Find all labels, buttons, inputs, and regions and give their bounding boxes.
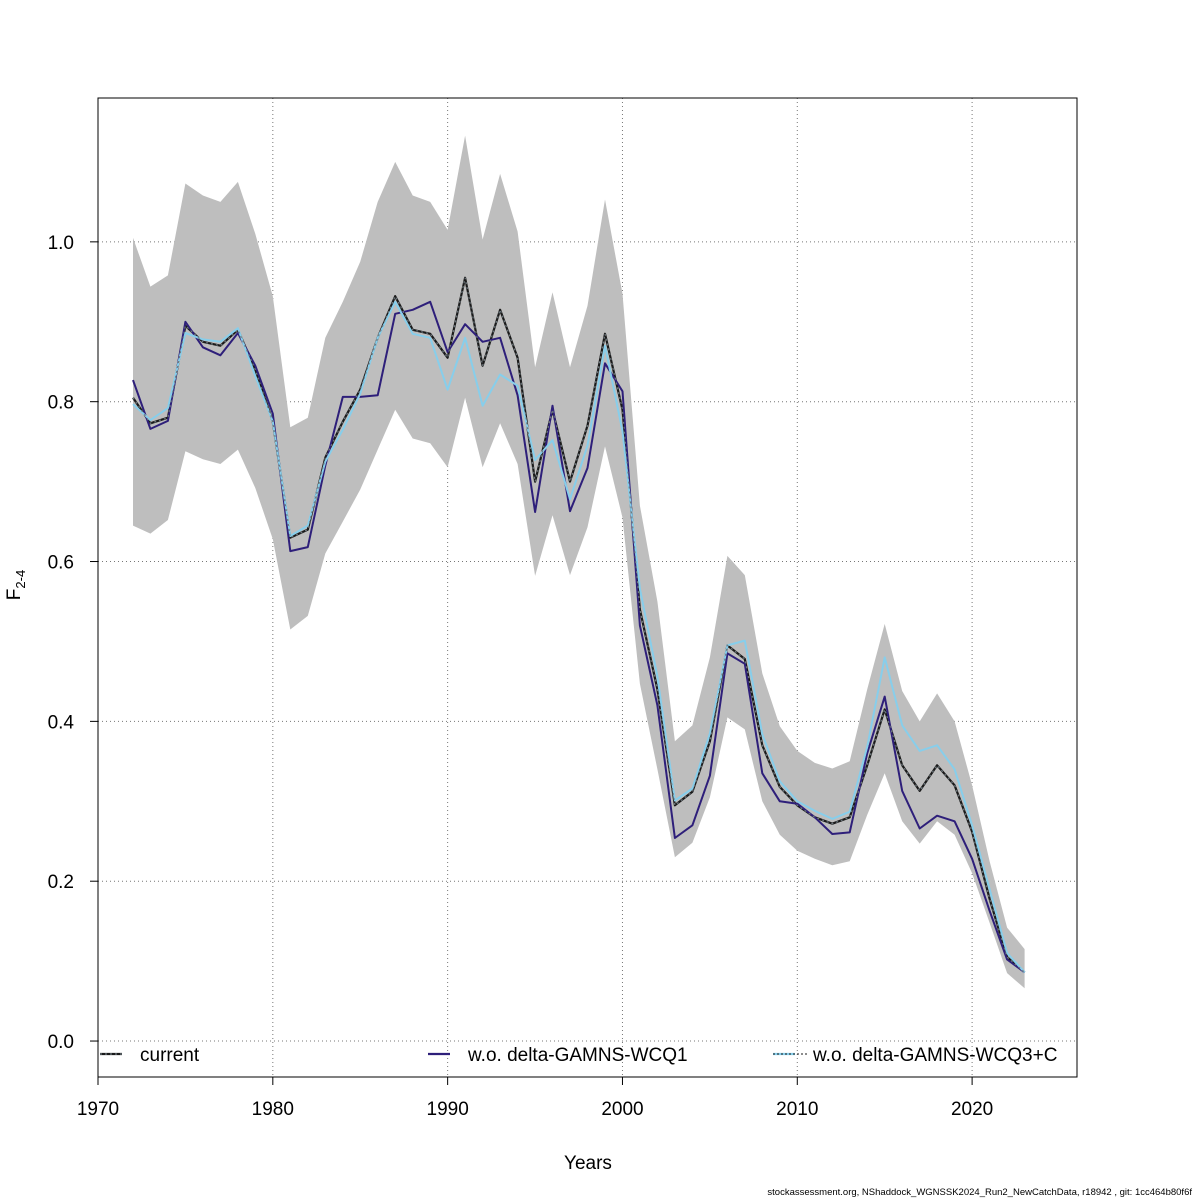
x-tick-label: 1990: [427, 1099, 469, 1120]
y-axis-label-main: F: [4, 589, 25, 601]
x-tick-label: 2010: [776, 1099, 818, 1120]
series-lines: [132, 276, 1026, 974]
legend: current w.o. delta-GAMNS-WCQ1 w.o. delta-G…: [100, 1045, 1057, 1066]
y-tick-label: 0.4: [48, 712, 75, 733]
x-axis: 1970 1980 1990 2000 2010 2020: [77, 1076, 993, 1120]
footer-note: stockassessment.org, NShaddock_WGNSSK202…: [767, 1187, 1192, 1198]
y-axis-label-subscript: 2-4: [13, 570, 28, 589]
legend-label-1: w.o. delta-GAMNS-WCQ1: [467, 1045, 688, 1066]
confidence-band: [133, 135, 1025, 989]
y-tick-label: 1.0: [48, 233, 74, 254]
series-line-0-overlay: [132, 277, 1025, 973]
x-axis-label: Years: [564, 1153, 612, 1174]
y-tick-label: 0.8: [48, 393, 74, 414]
legend-label-2: w.o. delta-GAMNS-WCQ3+C: [812, 1045, 1057, 1066]
x-tick-label: 1970: [77, 1099, 119, 1120]
x-tick-label: 1980: [252, 1099, 294, 1120]
x-tick-label: 2020: [951, 1099, 993, 1120]
y-axis: 0.0 0.2 0.4 0.6 0.8 1.0: [48, 233, 99, 1053]
legend-label-0: current: [140, 1045, 200, 1066]
y-axis-label: F2-4: [4, 570, 28, 600]
y-tick-label: 0.6: [48, 553, 74, 574]
y-tick-label: 0.2: [48, 872, 74, 893]
x-tick-label: 2000: [601, 1099, 643, 1120]
series-line-2: [132, 300, 1026, 973]
y-tick-label: 0.0: [48, 1032, 74, 1053]
